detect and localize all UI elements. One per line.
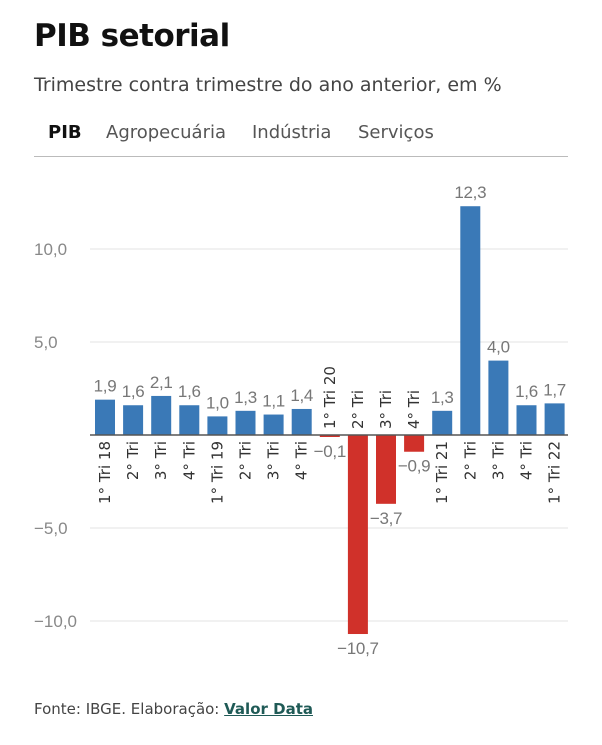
value-label: 12,3	[454, 183, 486, 202]
x-tick-label: 3° Tri	[377, 390, 395, 429]
value-label: −3,7	[370, 509, 402, 528]
bar	[95, 399, 115, 435]
bar	[404, 435, 425, 452]
bar	[516, 405, 537, 435]
bar	[376, 435, 396, 504]
value-label: −10,7	[337, 639, 379, 658]
x-tick-label: 3° Tri	[489, 441, 507, 480]
tab-industria[interactable]: Indústria	[252, 122, 332, 143]
value-label: 1,1	[262, 392, 285, 411]
x-tick-label: 1° Tri 19	[208, 441, 226, 504]
x-tick-label: 1° Tri 20	[321, 366, 339, 429]
source-text: Fonte: IBGE. Elaboração:	[34, 700, 225, 718]
value-label: 1,3	[431, 388, 454, 407]
bar	[488, 360, 509, 435]
x-tick-label: 4° Tri	[405, 390, 423, 429]
tab-agropecuaria[interactable]: Agropecuária	[106, 122, 227, 143]
y-tick-label: 10,0	[34, 240, 67, 259]
y-tick-label: −10,0	[34, 612, 77, 631]
x-tick-label: 4° Tri	[180, 441, 198, 480]
tab-pib[interactable]: PIB	[48, 122, 82, 143]
bar	[151, 395, 172, 435]
value-label: 1,4	[290, 386, 313, 405]
bar	[291, 408, 312, 435]
y-tick-label: 5,0	[34, 333, 58, 352]
page-title: PIB setorial	[34, 18, 230, 54]
x-tick-label: 2° Tri	[349, 390, 367, 429]
x-tick-label: 4° Tri	[293, 441, 311, 480]
bar	[207, 416, 228, 435]
bar	[319, 435, 340, 437]
y-tick-label: −5,0	[34, 519, 68, 538]
x-tick-label: 1° Tri 21	[433, 441, 451, 504]
x-tick-label: 1° Tri 22	[546, 441, 564, 504]
bar	[123, 405, 144, 435]
bar	[263, 414, 284, 435]
x-tick-label: 4° Tri	[518, 441, 536, 480]
subtitle: Trimestre contra trimestre do ano anteri…	[34, 74, 502, 96]
value-label: 1,9	[94, 377, 117, 396]
value-label: 1,6	[515, 382, 538, 401]
bar	[460, 206, 481, 435]
value-label: 1,0	[206, 393, 229, 412]
bar	[347, 435, 368, 635]
source-note: Fonte: IBGE. Elaboração: Valor Data	[34, 700, 313, 718]
bar	[432, 410, 453, 435]
tab-servicos[interactable]: Serviços	[358, 122, 434, 143]
bar	[544, 403, 565, 435]
value-label: −0,1	[314, 442, 346, 461]
x-tick-label: 2° Tri	[124, 441, 142, 480]
x-tick-label: 3° Tri	[265, 441, 283, 480]
value-label: 4,0	[487, 338, 510, 357]
value-label: 1,6	[122, 382, 145, 401]
value-label: 1,7	[543, 380, 566, 399]
tab-bar: PIB Agropecuária Indústria Serviços	[34, 120, 568, 157]
valor-data-link[interactable]: Valor Data	[224, 700, 313, 718]
bar	[179, 405, 200, 435]
bar-chart: 10,0 5,0 −5,0 −10,0 1,9 1° Tri 18 1,6 2° Tri 2,1…	[34, 183, 568, 658]
x-tick-label: 2° Tri	[237, 441, 255, 480]
value-label: 2,1	[150, 373, 173, 392]
x-tick-label: 3° Tri	[152, 441, 170, 480]
value-label: 1,6	[178, 382, 201, 401]
value-label: −0,9	[398, 457, 430, 476]
value-label: 1,3	[234, 388, 257, 407]
bar	[235, 410, 256, 435]
x-tick-label: 2° Tri	[461, 441, 479, 480]
x-tick-label: 1° Tri 18	[96, 441, 114, 504]
